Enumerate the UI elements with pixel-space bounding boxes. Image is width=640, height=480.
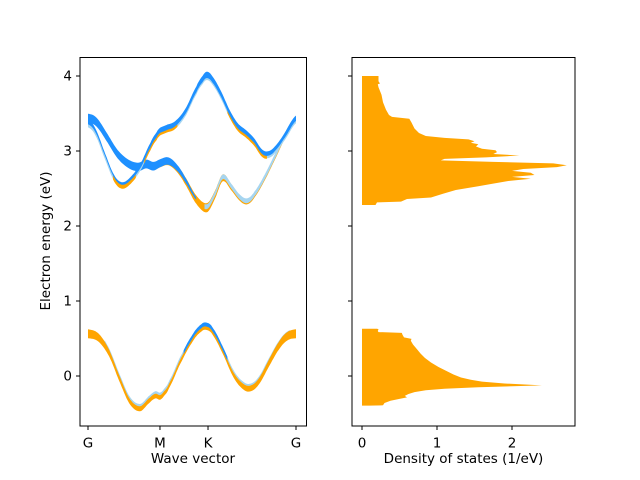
dos-region-conduction-dos bbox=[362, 76, 567, 205]
dos-axes-frame bbox=[351, 57, 576, 427]
y-tick-label: 1 bbox=[63, 294, 72, 310]
x-axis-label-bands: Wave vector bbox=[150, 451, 236, 467]
dos-region-valence-dos bbox=[362, 328, 542, 406]
x-tick-label: 2 bbox=[508, 436, 517, 452]
band-ribbon-conduction-band-lower-orange-0 bbox=[88, 116, 296, 213]
x-tick-label: G bbox=[291, 436, 301, 452]
y-axis-label: Electron energy (eV) bbox=[38, 171, 54, 311]
band-ribbon-conduction-band-upper-lightblue-0 bbox=[88, 73, 296, 189]
x-tick-label: K bbox=[204, 436, 214, 452]
band-ribbon-conduction-band-lower-lightblue-1 bbox=[204, 115, 296, 210]
x-tick-label: M bbox=[154, 436, 166, 452]
band-ribbon-valence-band-lightblue-0 bbox=[104, 322, 290, 410]
band-ribbon-conduction-band-lower-blue-2 bbox=[88, 113, 197, 200]
band-axes-frame bbox=[79, 57, 307, 427]
band-structure-panel bbox=[88, 71, 296, 412]
y-tick-label: 4 bbox=[63, 69, 72, 85]
x-axis-label-dos: Density of states (1/eV) bbox=[383, 451, 544, 467]
dos-panel bbox=[362, 76, 567, 406]
x-tick-label: 0 bbox=[358, 436, 367, 452]
band-ribbon-conduction-band-upper-orange-1 bbox=[113, 172, 136, 189]
band-ribbon-conduction-band-upper-blue-4 bbox=[88, 71, 296, 185]
y-tick-label: 3 bbox=[63, 144, 72, 160]
band-ribbon-valence-band-orange-1 bbox=[88, 325, 296, 412]
x-tick-label: G bbox=[83, 436, 93, 452]
y-tick-label: 0 bbox=[63, 369, 72, 385]
y-tick-label: 2 bbox=[63, 219, 72, 235]
x-tick-label: 1 bbox=[433, 436, 442, 452]
band-ribbon-valence-band-blue-2 bbox=[183, 322, 228, 361]
